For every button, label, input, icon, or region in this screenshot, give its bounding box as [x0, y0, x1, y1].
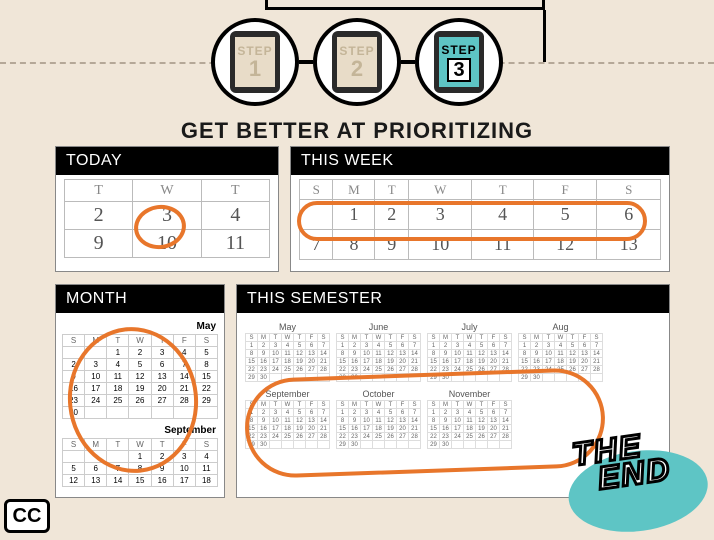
tablet-icon: STEP 1 — [230, 31, 280, 93]
panel-today: TODAY TWT 234 91011 — [55, 146, 279, 272]
page-title: GET BETTER AT PRIORITIZING — [0, 118, 714, 144]
end-line2: END — [597, 455, 674, 492]
day-cell: 11 — [201, 230, 269, 258]
tablet-icon: STEP 3 — [434, 31, 484, 93]
day-cell: 2 — [65, 202, 133, 230]
end-stamp: THE END — [571, 428, 673, 495]
day-header: S — [597, 180, 661, 200]
step-1[interactable]: STEP 1 — [211, 18, 299, 106]
closed-caption-button[interactable]: CC — [4, 499, 50, 533]
step-2[interactable]: STEP 2 — [313, 18, 401, 106]
step-number: 1 — [249, 58, 261, 80]
day-header: W — [133, 180, 201, 202]
tablet-icon: STEP 2 — [332, 31, 382, 93]
day-cell: 9 — [65, 230, 133, 258]
top-connector-bar — [265, 0, 545, 10]
panel-week: THIS WEEK SMTWTFS 123456 78910111213 — [290, 146, 670, 272]
month-caption: May — [245, 321, 330, 333]
step-connector — [401, 60, 415, 64]
highlight-circle — [297, 201, 647, 241]
day-header: T — [472, 180, 533, 200]
day-header: W — [408, 180, 472, 200]
month-caption: June — [336, 321, 421, 333]
step-label: STEP — [441, 43, 476, 57]
day-cell: 4 — [201, 202, 269, 230]
step-nav: STEP 1 STEP 2 STEP 3 — [0, 18, 714, 106]
step-3[interactable]: STEP 3 — [415, 18, 503, 106]
mini-calendar: MaySMTWTFS123456789101112131415161718192… — [245, 321, 330, 382]
day-header: F — [533, 180, 597, 200]
step-number: 2 — [351, 58, 363, 80]
month-caption: July — [427, 321, 512, 333]
day-header: T — [201, 180, 269, 202]
step-connector — [299, 60, 313, 64]
month-caption: Aug — [518, 321, 603, 333]
panel-header: TODAY — [56, 147, 278, 175]
panel-header: THIS WEEK — [291, 147, 669, 175]
step-number: 3 — [447, 58, 470, 82]
highlight-circle — [243, 367, 606, 480]
panel-month: MONTH MaySMTWTFS123452345678910111213141… — [55, 284, 225, 498]
panel-header: MONTH — [56, 285, 224, 313]
day-header: M — [333, 180, 375, 200]
day-header: S — [300, 180, 333, 200]
day-header: T — [375, 180, 408, 200]
day-header: T — [65, 180, 133, 202]
panel-header: THIS SEMESTER — [237, 285, 669, 313]
